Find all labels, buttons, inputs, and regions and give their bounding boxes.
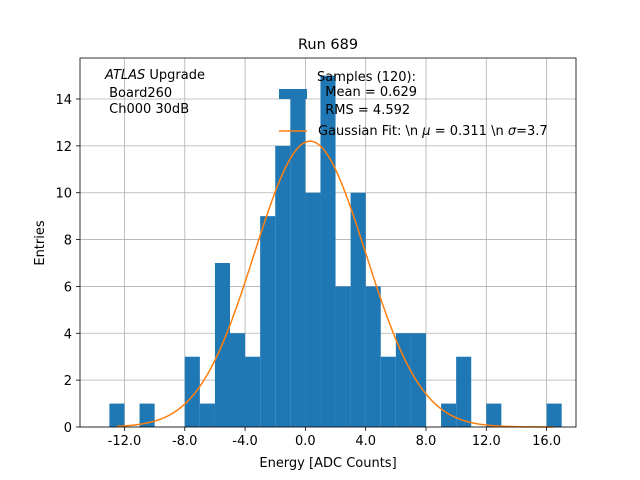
histogram-bar	[305, 192, 321, 427]
histogram-bar	[365, 286, 381, 427]
plot-frame	[79, 57, 577, 428]
histogram-bar	[245, 356, 261, 427]
legend-samples-label: Samples (120):	[317, 70, 416, 85]
legend-fit-prefix: Gaussian Fit: \n	[318, 124, 422, 139]
y-tick-label: 2	[64, 374, 72, 389]
legend: Samples (120): Mean = 0.629 RMS = 4.592 …	[279, 70, 548, 139]
board-label: Board260	[105, 86, 172, 101]
x-tick-label: -4.0	[232, 434, 257, 449]
legend-fit-sigma-symbol: σ	[508, 124, 517, 139]
histogram-bar	[410, 333, 426, 427]
x-tick-label: 8.0	[416, 434, 437, 449]
histogram-bar	[380, 356, 396, 427]
x-tick-label: -8.0	[172, 434, 197, 449]
atlas-label: ATLAS Upgrade	[104, 68, 205, 83]
channel-label: Ch000 30dB	[105, 102, 189, 117]
histogram-bar	[230, 333, 246, 427]
y-tick-label: 10	[55, 187, 72, 202]
y-tick-label: 0	[64, 421, 72, 436]
histogram-bar	[486, 403, 502, 427]
legend-samples-swatch	[279, 89, 307, 99]
histogram-bar	[139, 403, 155, 427]
gaussian-fit-curve	[116, 140, 555, 428]
legend-fit-mu-value: = 0.311 \n	[431, 124, 508, 139]
histogram-bar	[184, 356, 200, 427]
x-tick-label: 4.0	[355, 434, 376, 449]
atlas-upgrade: Upgrade	[145, 68, 205, 83]
y-tick-label: 12	[55, 140, 72, 155]
y-tick-label: 6	[64, 280, 72, 295]
histogram-bar	[441, 403, 457, 427]
x-tick-label: -12.0	[108, 434, 142, 449]
legend-rms-label: RMS = 4.592	[317, 103, 410, 118]
x-tick-label: 0.0	[295, 434, 316, 449]
histogram-bar	[335, 286, 351, 427]
legend-fit-label: Gaussian Fit: \n μ = 0.311 \n σ=3.7	[318, 124, 548, 139]
histogram-bar	[275, 145, 291, 427]
histogram-bar	[546, 403, 562, 427]
atlas-italic: ATLAS	[104, 68, 145, 83]
y-axis-label: Entries	[33, 220, 48, 266]
histogram-bar	[350, 192, 366, 427]
x-tick-label: 16.0	[532, 434, 561, 449]
histogram-bar	[290, 99, 306, 427]
histogram-bar	[109, 403, 125, 427]
histogram-bar	[199, 403, 215, 427]
legend-mean-label: Mean = 0.629	[317, 85, 417, 100]
histogram-bar	[456, 356, 472, 427]
x-axis-label: Energy [ADC Counts]	[259, 456, 396, 471]
y-tick-label: 8	[64, 234, 72, 249]
histogram-bars	[109, 75, 562, 428]
x-tick-label: 12.0	[472, 434, 501, 449]
chart-title: Run 689	[298, 37, 358, 53]
x-axis-ticks: -12.0 -8.0 -4.0 0.0 4.0 8.0 12.0 16.0	[108, 427, 561, 449]
legend-fit-mu-symbol: μ	[421, 124, 430, 139]
histogram-bar	[395, 333, 411, 427]
legend-fit-sigma-value: =3.7	[516, 124, 548, 139]
histogram-bar	[260, 216, 276, 427]
y-tick-label: 14	[55, 93, 72, 108]
y-tick-label: 4	[64, 327, 72, 342]
y-axis-ticks: 0 2 4 6 8 10 12 14	[55, 93, 80, 436]
